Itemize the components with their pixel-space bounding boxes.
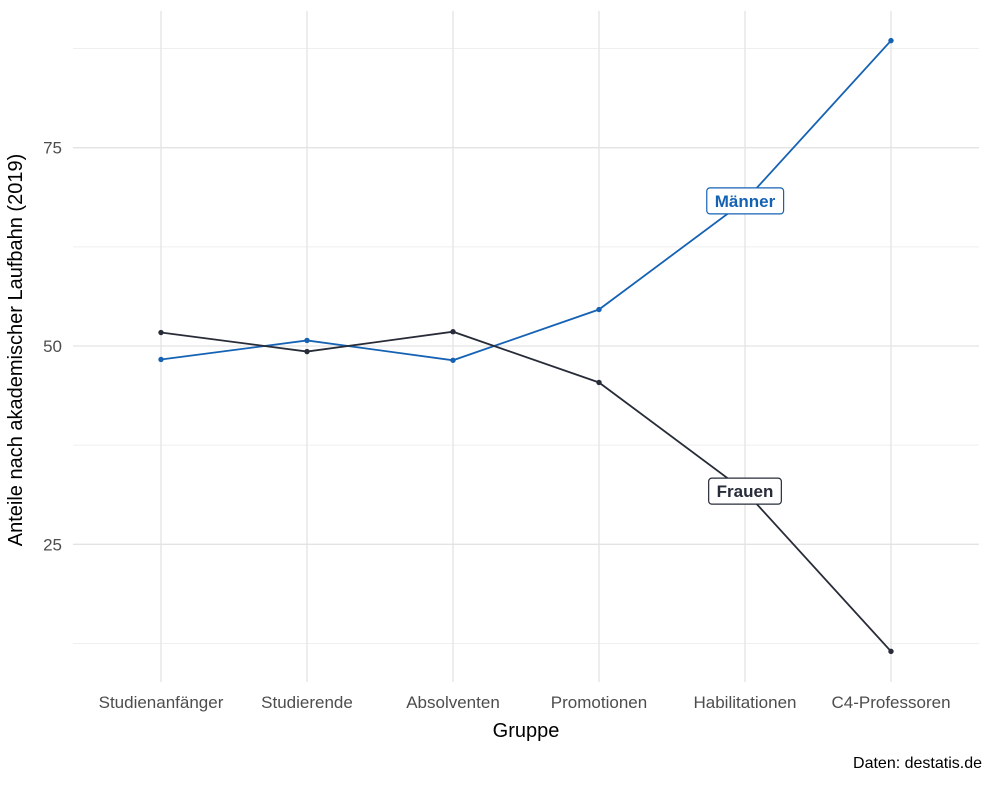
series-labels: Männer Frauen — [706, 187, 785, 505]
data-point — [596, 379, 602, 386]
series-lines — [158, 37, 894, 655]
series-label-box — [706, 187, 785, 215]
data-point — [888, 37, 894, 44]
series-label-maenner: Männer — [706, 187, 785, 215]
y-tick-label: 75 — [43, 139, 62, 158]
data-point — [596, 306, 602, 313]
series-label-frauen: Frauen — [708, 477, 782, 505]
x-tick-label: C4-Professoren — [831, 693, 950, 712]
chart-caption: Daten: destatis.de — [853, 755, 982, 772]
y-tick-label: 50 — [43, 337, 62, 356]
x-tick-label: Studienanfänger — [99, 693, 224, 712]
y-tick-label: 25 — [43, 535, 62, 554]
x-tick-label: Absolventen — [406, 693, 500, 712]
series-label-box — [708, 477, 782, 505]
data-point — [450, 329, 456, 335]
data-point — [450, 357, 456, 363]
data-point — [158, 329, 164, 336]
x-tick-label: Studierende — [261, 693, 353, 712]
x-axis-title: Gruppe — [493, 720, 560, 742]
x-tick-label: Habilitationen — [693, 693, 796, 712]
gridlines-minor — [73, 48, 979, 644]
axis-tick-labels: 25 50 75 Studienanfänger Studierende Absolven… — [43, 139, 950, 712]
x-tick-label: Promotionen — [551, 693, 647, 712]
data-point — [158, 356, 164, 363]
data-point — [304, 337, 310, 344]
series-label-text: Männer — [715, 192, 776, 211]
data-point — [304, 348, 310, 355]
series-line-frauen — [160, 330, 892, 652]
gridlines-major — [73, 11, 979, 682]
series-line-maenner — [160, 40, 892, 362]
data-point — [888, 648, 894, 655]
y-axis-title: Anteile nach akademischer Laufbahn (2019… — [5, 154, 27, 546]
series-label-text: Frauen — [717, 482, 774, 501]
